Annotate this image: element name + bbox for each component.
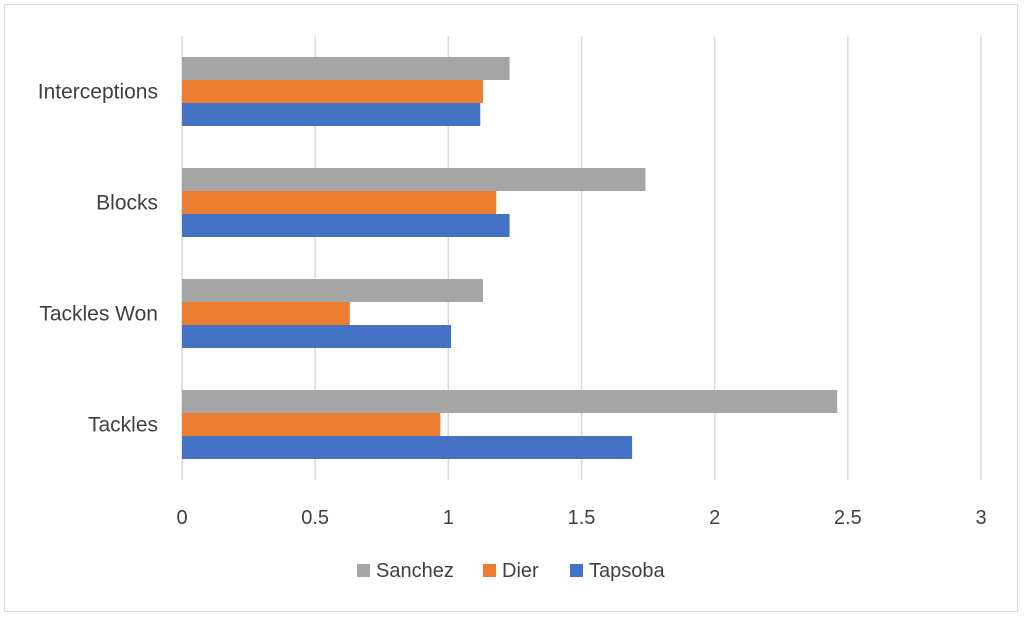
legend-label-sanchez: Sanchez [376,560,454,582]
y-category-label: Tackles Won [39,303,158,326]
y-category-label: Blocks [96,192,158,215]
bar-tapsoba-tackles [182,436,633,459]
bar-dier-tackles [182,413,441,436]
x-tick-label: 0.5 [301,507,329,529]
legend-label-dier: Dier [502,560,539,582]
legend-swatch-sanchez [357,564,370,577]
legend-label-tapsoba: Tapsoba [589,560,665,582]
bar-dier-interceptions [182,80,483,103]
y-category-label: Tackles [88,414,158,437]
legend-swatch-tapsoba [570,564,583,577]
x-tick-label: 3 [975,507,986,529]
bar-dier-tackles-won [182,302,350,325]
x-tick-label: 2.5 [834,507,862,529]
bar-dier-blocks [182,191,497,214]
bar-tapsoba-interceptions [182,103,481,126]
x-tick-label: 1 [443,507,454,529]
bar-sanchez-blocks [182,168,646,191]
x-tick-label: 1.5 [568,507,596,529]
bar-sanchez-interceptions [182,57,510,80]
x-tick-label: 2 [709,507,720,529]
bar-tapsoba-blocks [182,214,510,237]
bar-sanchez-tackles [182,390,838,413]
chart-frame [4,4,1018,612]
y-category-label: Interceptions [38,81,158,104]
legend-swatch-dier [483,564,496,577]
x-tick-label: 0 [176,507,187,529]
bar-sanchez-tackles-won [182,279,483,302]
bar-tapsoba-tackles-won [182,325,451,348]
